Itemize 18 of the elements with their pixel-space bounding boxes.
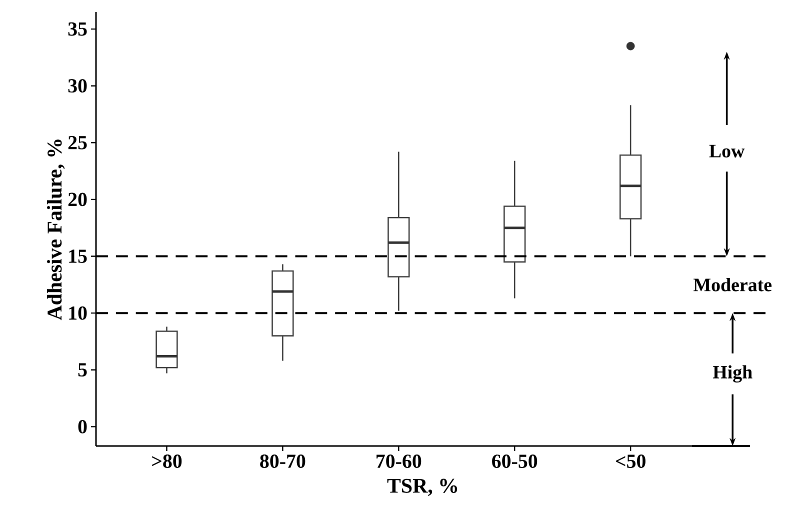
annotation: Moderate xyxy=(694,278,772,292)
x-tick-label: >80 xyxy=(152,454,182,468)
annotation: High xyxy=(712,365,752,383)
y-tick-label: 30 xyxy=(68,79,87,93)
y-tick-label: 10 xyxy=(69,306,87,320)
annotation: Low xyxy=(709,144,745,158)
x-axis-title: TSR, % xyxy=(387,478,458,496)
y-tick-label: 25 xyxy=(68,136,87,150)
y-tick-label: 15 xyxy=(69,250,87,263)
x-tick-label: 70-60 xyxy=(376,454,422,468)
y-tick-label: 20 xyxy=(68,192,87,206)
y-axis-title: Adhesive Failure, % xyxy=(46,140,65,320)
y-tick-label: 35 xyxy=(68,22,87,36)
x-tick-label: <50 xyxy=(616,454,646,468)
x-tick-label: 80-70 xyxy=(260,454,306,468)
x-tick-label: 60-50 xyxy=(492,454,538,468)
y-tick-label: 0 xyxy=(78,420,87,434)
y-tick-label: 5 xyxy=(78,363,87,376)
